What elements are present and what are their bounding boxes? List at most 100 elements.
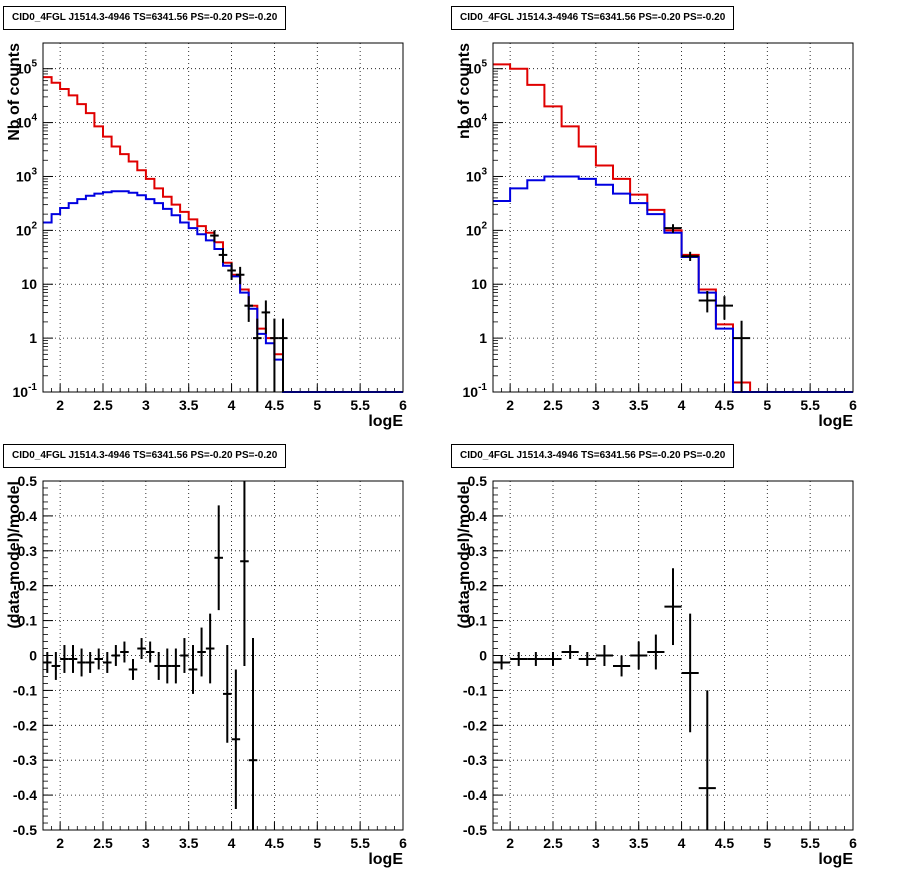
plot-frame [492,480,854,831]
chart-panel-2: 2 2.5 3 3.5 4 4.5 5 5.5 6 -0.5 -0.4 -0.3 -0.2 -0.1 0 0.… [6,473,407,868]
pad-title-top-right: CID0_4FGL J1514.3-4946 TS=6341.56 PS=-0.… [451,6,735,30]
x-tick-label: 2 [56,835,64,851]
data-point [240,481,249,666]
y-tick-label: 10 [471,276,487,292]
data-point [137,638,146,659]
data-point [231,669,241,810]
y-tick-label: 10 [21,276,37,292]
plot-frame [42,42,404,393]
data-point [493,655,511,670]
y-tick-label: 0.5 [18,473,38,489]
pad-title-bottom-left: CID0_4FGL J1514.3-4946 TS=6341.56 PS=-0.… [3,444,287,468]
data-point [154,652,163,680]
x-tick-label: 4.5 [715,397,735,413]
y-tick-label: 0.5 [468,473,488,489]
data-point [103,652,112,673]
data-point [647,634,665,670]
data-point [248,638,258,830]
y-tick-label: 0.1 [18,613,38,629]
y-tick-label: -0.1 [463,682,487,698]
x-tick-label: 6 [849,835,857,851]
x-tick-label: 3.5 [179,835,199,851]
x-tick-label: 5.5 [350,397,370,413]
data-point [128,658,138,680]
y-tick-label: 105 [466,59,488,77]
y-tick-label: -0.2 [13,717,37,733]
data-point [261,300,271,334]
x-tick-label: 5 [763,835,771,851]
data-point [561,645,579,659]
y-tick-label: 1 [29,330,37,346]
data-point [60,645,69,673]
y-tick-label: 104 [16,113,38,131]
y-tick-label: 0.1 [468,613,488,629]
data-point [253,318,262,392]
data-point [214,505,223,611]
x-tick-label: 4.5 [265,397,285,413]
x-tick-label: 3 [142,397,150,413]
x-tick-label: 3.5 [629,397,649,413]
y-tick-label: 103 [466,166,488,184]
y-tick-label: -0.4 [13,787,37,803]
chart-panel-1: 2 2.5 3 3.5 4 4.5 5 5.5 6 10-1 1 10 102 103 104 105 logE… [456,42,857,430]
x-tick-label: 6 [399,835,407,851]
data-point [270,318,279,392]
histogram-series-0 [43,76,403,393]
data-point [630,641,648,670]
y-tick-label: 102 [466,220,488,238]
y-tick-label: -0.5 [13,822,37,838]
x-tick-label: 5 [763,397,771,413]
data-point [51,652,61,680]
data-point [664,568,682,646]
x-tick-label: 3 [592,835,600,851]
x-tick-label: 4 [228,397,236,413]
y-tick-label: 10-1 [463,382,488,400]
data-point [111,645,121,666]
y-tick-label: 0.4 [18,508,38,524]
pad-title-top-left: CID0_4FGL J1514.3-4946 TS=6341.56 PS=-0.… [3,6,287,30]
data-point [733,320,751,392]
data-point [510,652,528,666]
y-axis-label: (data-model)/model [6,481,23,629]
x-tick-label: 2.5 [93,835,113,851]
data-point [77,648,86,677]
y-tick-label: 102 [16,220,38,238]
x-tick-label: 5 [313,397,321,413]
x-tick-label: 5.5 [800,835,820,851]
y-axis-label: nb of counts [456,43,473,139]
data-point [145,641,155,663]
pad-title-bottom-right: CID0_4FGL J1514.3-4946 TS=6341.56 PS=-0.… [451,444,735,468]
x-tick-label: 4 [228,835,236,851]
y-tick-label: 105 [16,59,38,77]
data-point [698,290,716,313]
y-tick-label: 0.2 [468,578,488,594]
y-tick-label: -0.3 [13,752,37,768]
data-point [94,648,103,670]
y-tick-label: -0.5 [463,822,487,838]
data-point [120,641,129,663]
histogram-series-1 [43,190,403,393]
y-tick-label: -0.3 [463,752,487,768]
y-tick-label: 0 [29,648,37,664]
data-point [235,266,245,285]
data-point [527,652,545,666]
x-tick-label: 6 [849,397,857,413]
chart-panel-0: 2 2.5 3 3.5 4 4.5 5 5.5 6 10-1 1 10 102 103 104 105 logE… [6,42,407,430]
plot-frame [42,480,404,831]
x-tick-label: 6 [399,397,407,413]
x-tick-label: 2 [506,835,514,851]
data-point [85,652,95,673]
y-tick-label: -0.4 [463,787,487,803]
data-point [218,248,228,263]
y-tick-label: 0.3 [18,543,38,559]
data-point [244,296,253,322]
chart-panel-3: 2 2.5 3 3.5 4 4.5 5 5.5 6 -0.5 -0.4 -0.3 -0.2 -0.1 0 0.… [456,473,857,868]
data-point [544,652,562,666]
x-tick-label: 4.5 [715,835,735,851]
data-point [613,655,631,677]
y-tick-label: 1 [479,330,487,346]
y-tick-label: 10-1 [13,382,38,400]
data-point [163,648,172,684]
x-tick-label: 4 [678,397,686,413]
